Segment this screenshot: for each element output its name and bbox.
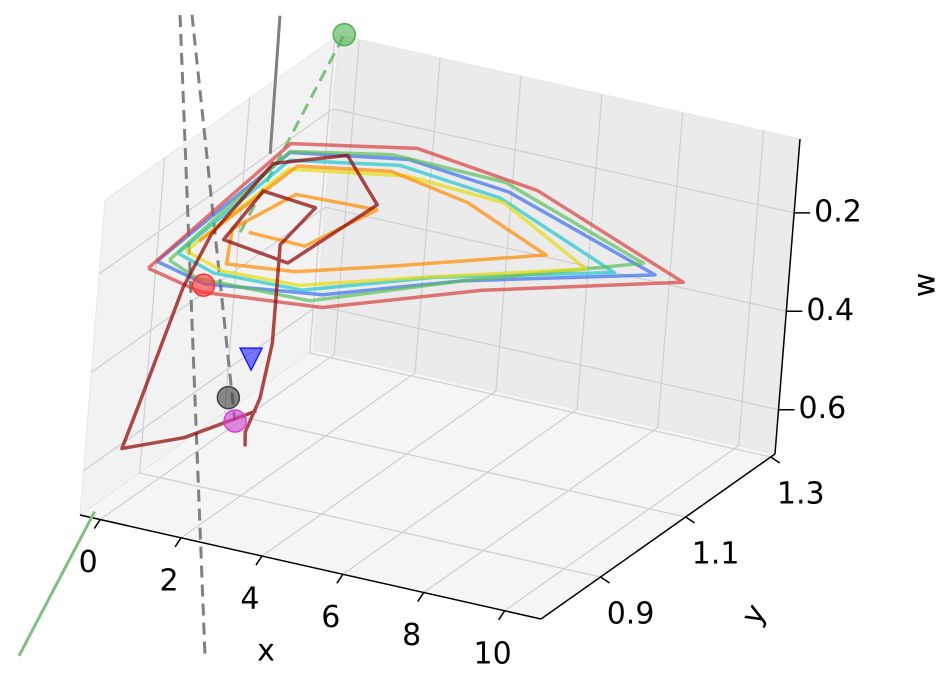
x-tick: [174, 537, 182, 548]
x-tick-label: 8: [402, 618, 421, 653]
grid-line: [342, 408, 578, 575]
grid-line: [738, 130, 765, 446]
grid-line: [333, 108, 795, 214]
reference-line: [17, 511, 96, 657]
trajectory: [120, 153, 379, 451]
x-axis-label: x: [257, 634, 275, 669]
x-tick-label: 6: [321, 600, 340, 635]
x-tick: [255, 555, 263, 566]
grid-line: [99, 354, 335, 521]
w-tick-label: 0.2: [814, 194, 862, 229]
y-axis-label: y: [735, 598, 774, 631]
trajectory: [198, 164, 548, 274]
reference-line: [268, 15, 282, 154]
grid-line: [325, 206, 787, 312]
y-tick-label: 1.3: [777, 477, 825, 512]
grid-line: [224, 412, 686, 518]
y-tick-label: 1.1: [692, 537, 740, 572]
y-axis: [540, 453, 776, 620]
marker: [191, 273, 216, 297]
marker: [216, 385, 241, 410]
marker: [223, 409, 247, 433]
grid-line: [138, 157, 166, 474]
w-axis: [774, 138, 801, 455]
grid-line: [309, 352, 771, 458]
trajectory: [147, 141, 685, 310]
trajectory: [185, 167, 588, 288]
grid-line: [657, 112, 684, 428]
grid-line: [98, 108, 334, 275]
y-tick: [770, 456, 781, 464]
x-tick-label: 4: [240, 582, 259, 617]
x-tick-label: 0: [79, 545, 98, 580]
x-axis: [79, 514, 542, 620]
plot-area: [17, 14, 685, 657]
grid-line: [180, 372, 416, 539]
grid-line: [139, 472, 601, 578]
x-tick: [417, 592, 425, 602]
x-tick: [497, 610, 506, 621]
marker: [332, 22, 356, 47]
y-tick-label: 0.9: [607, 597, 655, 632]
panes: [78, 33, 811, 621]
grid-line: [423, 427, 659, 594]
grid-line: [495, 76, 522, 392]
trajectory: [176, 158, 617, 292]
x-tick-label: 2: [160, 563, 179, 598]
x-tick: [336, 573, 344, 584]
reference-line: [190, 14, 237, 421]
grid-line: [504, 445, 739, 612]
grid-line: [414, 57, 441, 373]
x-tick-label: 10: [474, 636, 512, 671]
grid-line: [261, 390, 497, 557]
w-tick-label: 0.6: [799, 391, 847, 426]
grid-line: [576, 94, 603, 410]
grid-line: [317, 305, 779, 411]
w-axis-label: w: [908, 273, 943, 298]
trajectory: [168, 149, 646, 303]
x-tick: [93, 519, 101, 529]
reference-line: [178, 14, 207, 655]
y-tick: [685, 516, 696, 524]
marker: [238, 347, 264, 372]
y-tick: [600, 576, 610, 584]
w-tick-label: 0.4: [806, 293, 854, 328]
grid-line: [333, 39, 360, 355]
